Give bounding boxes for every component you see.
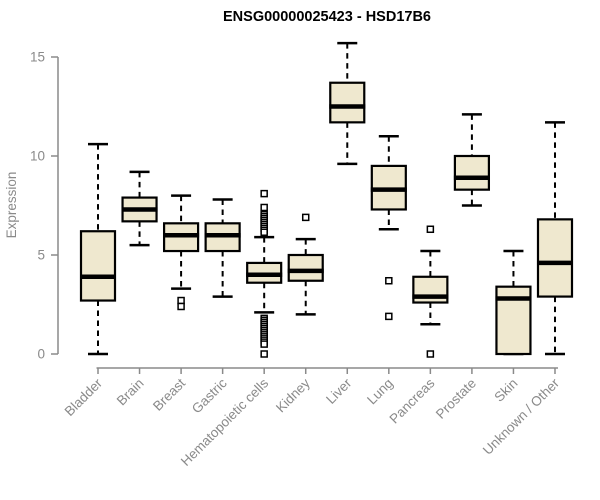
outlier-point	[260, 189, 268, 198]
outlier-point	[301, 213, 310, 222]
iqr-box	[329, 81, 366, 124]
x-category-label: Pancreas	[387, 375, 438, 426]
outlier-point	[385, 312, 393, 321]
outlier-point	[385, 276, 393, 285]
boxplot-prostate	[453, 113, 491, 207]
x-category-label: Gastric	[189, 375, 230, 416]
boxplot-liver	[329, 41, 366, 166]
outlier-point	[260, 350, 268, 358]
iqr-box	[536, 218, 574, 298]
boxplots	[79, 41, 574, 358]
boxplot-unknown-other	[536, 121, 574, 356]
boxplot-brain	[121, 170, 158, 247]
x-category-label: Kidney	[273, 375, 313, 415]
x-category-label: Unknown / Other	[480, 375, 563, 458]
boxplot-hematopoietic-cells	[246, 189, 283, 358]
outlier-point	[260, 228, 268, 236]
outlier-point	[260, 340, 268, 348]
outlier-point	[426, 350, 435, 358]
outlier-point	[426, 225, 435, 234]
y-axis-title: Expression	[4, 172, 19, 239]
boxplot-breast	[162, 194, 200, 311]
x-category-label: Skin	[491, 376, 520, 405]
outlier-point	[177, 296, 185, 305]
y-tick-label: 10	[30, 149, 45, 164]
x-category-label: Bladder	[62, 375, 106, 419]
x-category-label: Prostate	[433, 376, 479, 422]
iqr-box	[79, 230, 117, 302]
y-tick-label: 5	[37, 248, 45, 263]
x-category-label: Liver	[323, 375, 355, 407]
boxplot-bladder	[79, 142, 117, 356]
iqr-box	[453, 154, 491, 191]
x-category-label: Brain	[114, 376, 147, 409]
outlier-point	[177, 302, 185, 311]
boxplot-gastric	[204, 198, 241, 298]
x-category-label: Breast	[150, 375, 188, 413]
boxplot-lung	[370, 134, 407, 321]
y-tick-label: 15	[30, 50, 45, 65]
y-tick-label: 0	[37, 347, 45, 362]
boxplot-pancreas	[412, 225, 449, 358]
boxplot-kidney	[287, 213, 324, 316]
x-category-label: Lung	[364, 376, 396, 408]
outlier-point	[260, 203, 268, 212]
boxplot-skin	[495, 249, 532, 356]
chart-title: ENSG00000025423 - HSD17B6	[223, 9, 431, 25]
iqr-box	[287, 253, 324, 282]
